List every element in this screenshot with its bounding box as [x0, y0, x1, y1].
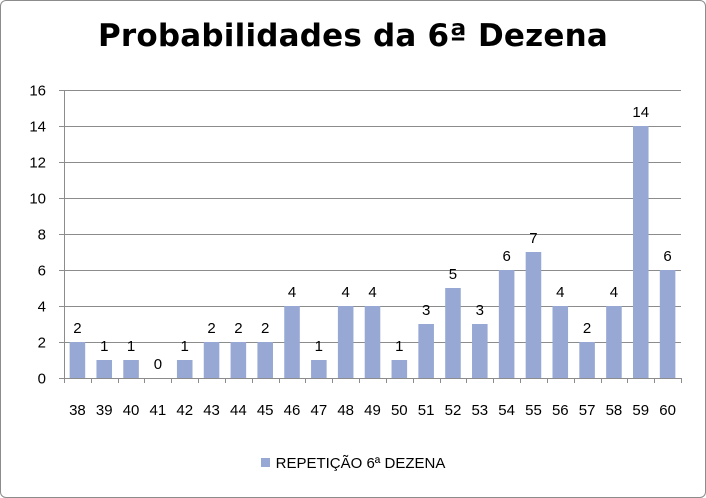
data-label: 1 — [395, 338, 403, 355]
legend-label: REPETIÇÃO 6ª DEZENA — [275, 455, 446, 472]
y-tick-label: 16 — [29, 83, 46, 100]
data-label: 4 — [556, 284, 564, 301]
bar — [284, 306, 300, 378]
x-tick-label: 58 — [606, 402, 623, 419]
x-tick-label: 59 — [632, 402, 649, 419]
data-label: 4 — [610, 284, 618, 301]
data-label: 1 — [315, 338, 323, 355]
data-label: 2 — [234, 320, 242, 337]
x-tick-label: 45 — [257, 402, 274, 419]
x-tick-label: 60 — [659, 402, 676, 419]
bar — [69, 342, 86, 378]
x-tick-label: 57 — [579, 402, 596, 419]
x-tick-label: 46 — [284, 402, 301, 419]
y-tick-label: 10 — [29, 191, 46, 208]
data-label: 7 — [529, 230, 537, 247]
data-label: 3 — [422, 302, 430, 319]
y-tick-label: 0 — [38, 371, 46, 388]
chart-title: Probabilidades da 6ª Dezena — [97, 18, 608, 54]
bar — [257, 342, 273, 378]
x-tick-label: 55 — [525, 402, 542, 419]
data-label: 6 — [663, 248, 671, 265]
y-tick-label: 6 — [38, 263, 46, 280]
data-label: 0 — [154, 356, 162, 373]
bar — [552, 306, 569, 378]
data-label: 2 — [261, 320, 269, 337]
data-label: 4 — [368, 284, 376, 301]
bar — [472, 324, 488, 378]
bar — [579, 342, 595, 378]
x-tick-label: 42 — [176, 402, 193, 419]
data-label: 3 — [476, 302, 484, 319]
bar — [418, 324, 434, 378]
y-tick-label: 14 — [29, 119, 46, 136]
bar — [525, 252, 542, 378]
x-tick-label: 50 — [391, 402, 408, 419]
data-label: 2 — [207, 320, 215, 337]
x-tick-label: 44 — [230, 402, 247, 419]
x-tick-label: 47 — [311, 402, 328, 419]
data-label: 1 — [127, 338, 135, 355]
bar — [337, 306, 354, 378]
x-tick-label: 40 — [123, 402, 140, 419]
data-label: 6 — [502, 248, 510, 265]
x-tick-label: 41 — [150, 402, 167, 419]
x-tick-label: 51 — [418, 402, 435, 419]
bar — [364, 306, 381, 378]
legend-swatch — [260, 458, 270, 467]
data-label: 4 — [342, 284, 350, 301]
x-tick-label: 48 — [337, 402, 354, 419]
x-tick-label: 54 — [498, 402, 515, 419]
x-tick-label: 53 — [471, 402, 488, 419]
x-tick-label: 39 — [96, 402, 113, 419]
bar — [498, 270, 515, 378]
bar — [391, 360, 408, 378]
data-label: 1 — [100, 338, 108, 355]
chart-legend: REPETIÇÃO 6ª DEZENA — [0, 455, 706, 472]
bar — [606, 306, 622, 378]
x-tick-label: 38 — [69, 402, 86, 419]
data-label: 14 — [632, 104, 649, 121]
x-tick-label: 43 — [203, 402, 220, 419]
x-tick-label: 49 — [364, 402, 381, 419]
data-label: 2 — [73, 320, 81, 337]
bar — [632, 126, 649, 378]
bar — [203, 342, 220, 378]
data-label: 4 — [288, 284, 296, 301]
bar — [659, 270, 676, 378]
y-tick-label: 12 — [29, 155, 46, 172]
bar — [445, 288, 461, 378]
x-tick-label: 56 — [552, 402, 569, 419]
bar — [123, 360, 139, 378]
data-label: 1 — [181, 338, 189, 355]
bar — [96, 360, 113, 378]
bar — [230, 342, 247, 378]
bar — [176, 360, 193, 378]
bar — [311, 360, 327, 378]
y-tick-label: 4 — [38, 299, 46, 316]
data-label: 5 — [449, 266, 457, 283]
x-tick-label: 52 — [445, 402, 462, 419]
data-label: 2 — [583, 320, 591, 337]
y-tick-label: 8 — [38, 227, 46, 244]
y-tick-label: 2 — [38, 335, 46, 352]
